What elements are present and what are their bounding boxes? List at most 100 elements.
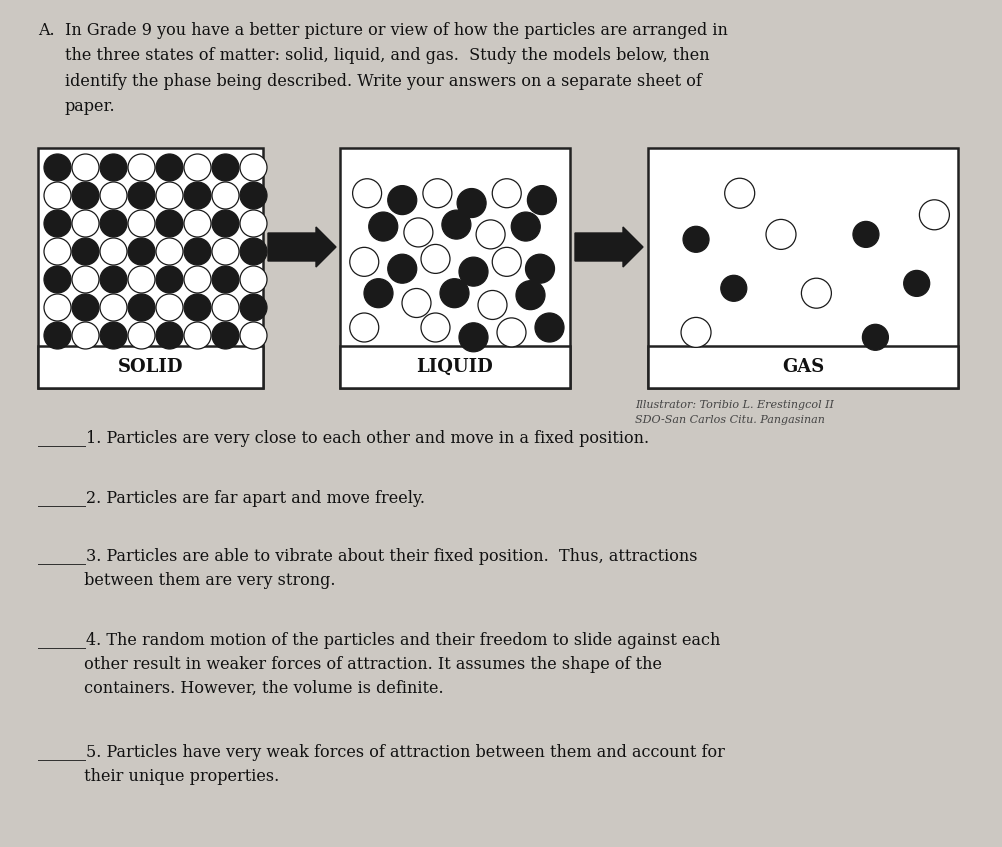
Circle shape <box>724 178 754 208</box>
Circle shape <box>128 322 155 349</box>
Bar <box>647 346 957 388</box>
Text: A.: A. <box>38 22 54 39</box>
Circle shape <box>440 279 469 307</box>
Circle shape <box>72 322 99 349</box>
Circle shape <box>100 238 127 265</box>
Circle shape <box>525 254 554 283</box>
Circle shape <box>852 221 878 247</box>
Circle shape <box>402 289 431 318</box>
Bar <box>647 148 957 388</box>
Circle shape <box>44 238 71 265</box>
Circle shape <box>423 179 452 208</box>
Circle shape <box>128 182 155 209</box>
Circle shape <box>364 279 393 307</box>
Circle shape <box>239 182 267 209</box>
Circle shape <box>680 318 710 347</box>
Circle shape <box>211 266 238 293</box>
Circle shape <box>72 154 99 181</box>
Circle shape <box>903 270 929 296</box>
Circle shape <box>44 322 71 349</box>
Text: other result in weaker forces of attraction. It assumes the shape of the: other result in weaker forces of attract… <box>38 656 661 673</box>
Circle shape <box>239 154 267 181</box>
Circle shape <box>421 313 450 342</box>
Circle shape <box>72 294 99 321</box>
Circle shape <box>801 278 831 308</box>
Circle shape <box>72 210 99 237</box>
Text: ______4. The random motion of the particles and their freedom to slide against e: ______4. The random motion of the partic… <box>38 632 719 649</box>
Bar <box>38 346 263 388</box>
Circle shape <box>457 189 486 218</box>
Circle shape <box>919 200 949 230</box>
Circle shape <box>156 238 182 265</box>
Bar <box>38 148 263 388</box>
FancyArrow shape <box>268 227 336 267</box>
Circle shape <box>211 238 238 265</box>
Circle shape <box>211 154 238 181</box>
Circle shape <box>211 294 238 321</box>
Circle shape <box>211 182 238 209</box>
Circle shape <box>44 154 71 181</box>
Circle shape <box>100 182 127 209</box>
Text: LIQUID: LIQUID <box>416 358 493 376</box>
Circle shape <box>459 323 488 352</box>
Circle shape <box>353 179 381 208</box>
Circle shape <box>492 247 521 276</box>
Circle shape <box>211 322 238 349</box>
Text: ______3. Particles are able to vibrate about their fixed position.  Thus, attrac: ______3. Particles are able to vibrate a… <box>38 548 696 565</box>
Circle shape <box>44 182 71 209</box>
Circle shape <box>239 210 267 237</box>
Circle shape <box>156 210 182 237</box>
Circle shape <box>156 294 182 321</box>
FancyArrow shape <box>574 227 642 267</box>
Circle shape <box>404 218 433 247</box>
Circle shape <box>682 226 708 252</box>
Circle shape <box>239 294 267 321</box>
Circle shape <box>128 266 155 293</box>
Circle shape <box>183 154 210 181</box>
Circle shape <box>211 210 238 237</box>
Circle shape <box>369 212 398 241</box>
Circle shape <box>388 254 417 283</box>
Circle shape <box>72 266 99 293</box>
Text: containers. However, the volume is definite.: containers. However, the volume is defin… <box>38 680 443 697</box>
Circle shape <box>183 294 210 321</box>
Circle shape <box>183 182 210 209</box>
Circle shape <box>183 210 210 237</box>
Circle shape <box>527 185 556 214</box>
Circle shape <box>476 220 505 249</box>
Circle shape <box>100 210 127 237</box>
Circle shape <box>100 154 127 181</box>
Circle shape <box>534 313 563 342</box>
Circle shape <box>766 219 796 249</box>
Circle shape <box>44 294 71 321</box>
Circle shape <box>478 291 506 319</box>
Circle shape <box>128 210 155 237</box>
Text: SOLID: SOLID <box>117 358 183 376</box>
Circle shape <box>156 182 182 209</box>
Text: ______2. Particles are far apart and move freely.: ______2. Particles are far apart and mov… <box>38 490 425 507</box>
Circle shape <box>442 210 470 239</box>
Text: ______5. Particles have very weak forces of attraction between them and account : ______5. Particles have very weak forces… <box>38 744 724 761</box>
Circle shape <box>128 154 155 181</box>
Circle shape <box>459 257 488 286</box>
Circle shape <box>421 245 450 274</box>
Bar <box>340 346 569 388</box>
Circle shape <box>515 280 544 310</box>
Circle shape <box>350 313 379 342</box>
Circle shape <box>511 212 540 241</box>
Circle shape <box>239 238 267 265</box>
Circle shape <box>100 322 127 349</box>
Circle shape <box>497 318 525 347</box>
Circle shape <box>44 210 71 237</box>
Text: between them are very strong.: between them are very strong. <box>38 572 335 589</box>
Circle shape <box>183 238 210 265</box>
Text: In Grade 9 you have a better picture or view of how the particles are arranged i: In Grade 9 you have a better picture or … <box>65 22 727 115</box>
Text: their unique properties.: their unique properties. <box>38 768 279 785</box>
Circle shape <box>128 294 155 321</box>
Circle shape <box>388 185 417 214</box>
Circle shape <box>720 275 746 302</box>
Text: Illustrator: Toribio L. Erestingcol II
SDO-San Carlos Citu. Pangasinan: Illustrator: Toribio L. Erestingcol II S… <box>634 400 833 425</box>
Circle shape <box>239 266 267 293</box>
Circle shape <box>72 182 99 209</box>
Circle shape <box>183 266 210 293</box>
